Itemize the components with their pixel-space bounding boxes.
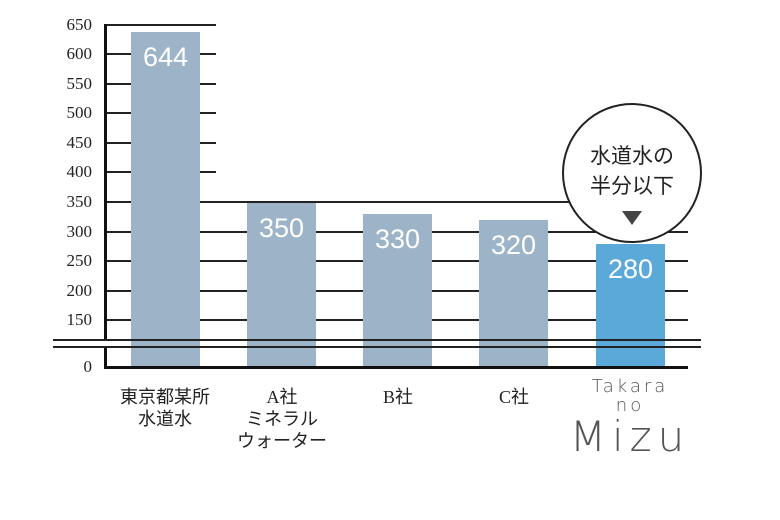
brand-line-1: Takara <box>591 376 669 397</box>
bar-company-c: 320 <box>479 220 548 367</box>
xlabel-line: ミネラル <box>246 409 318 429</box>
ytick-250: 250 <box>66 251 93 270</box>
ytick-650: 650 <box>66 15 93 34</box>
bar-value-label: 280 <box>607 254 654 284</box>
x-axis-baseline <box>104 366 688 369</box>
xlabel-line: 水道水 <box>138 409 192 429</box>
bar-company-b: 330 <box>363 214 432 367</box>
xlabel-tokyo-tap-water: 東京都某所 水道水 <box>105 386 225 430</box>
gridline-650 <box>104 24 216 26</box>
xlabel-company-b: B社 <box>338 386 458 408</box>
xlabel-line: A社 <box>266 387 298 407</box>
ytick-300: 300 <box>66 222 93 241</box>
axis-break-line-top <box>53 339 701 341</box>
bar-value-label: 320 <box>490 230 537 260</box>
bar-company-a: 350 <box>247 203 316 367</box>
ytick-0: 0 <box>83 357 93 376</box>
xlabel-line: C社 <box>498 387 529 407</box>
axis-break-line-bottom <box>53 346 701 348</box>
callout-text: 水道水の 半分以下 <box>564 141 700 201</box>
ytick-350: 350 <box>66 192 93 211</box>
bar-value-label: 350 <box>258 213 305 243</box>
ytick-550: 550 <box>66 74 93 93</box>
y-axis-upper <box>104 24 107 340</box>
down-triangle-icon <box>622 211 642 225</box>
xlabel-line: ウォーター <box>237 431 327 451</box>
ytick-400: 400 <box>66 162 93 181</box>
xlabel-company-a: A社 ミネラル ウォーター <box>222 386 342 452</box>
bar-value-label: 644 <box>142 42 189 72</box>
ytick-500: 500 <box>66 103 93 122</box>
ytick-600: 600 <box>66 44 93 63</box>
ytick-150: 150 <box>66 310 93 329</box>
ytick-200: 200 <box>66 281 93 300</box>
xlabel-line: 東京都某所 <box>120 387 210 407</box>
gridline-350 <box>104 201 690 203</box>
brand-logo-takara-no-mizu: Takara no Mizu <box>560 378 700 460</box>
bar-value-label: 330 <box>374 224 421 254</box>
ytick-450: 450 <box>66 133 93 152</box>
bar-tokyo-tap-water: 644 <box>131 32 200 367</box>
xlabel-line: B社 <box>382 387 413 407</box>
brand-line-2: no <box>615 395 645 416</box>
callout-badge: 水道水の 半分以下 <box>562 103 702 243</box>
brand-line-3: Mizu <box>569 412 691 461</box>
callout-line-2: 半分以下 <box>590 174 674 198</box>
xlabel-company-c: C社 <box>454 386 574 408</box>
y-axis-lower <box>104 347 107 369</box>
callout-line-1: 水道水の <box>590 144 674 168</box>
bar-takara-no-mizu: 280 <box>596 244 665 367</box>
